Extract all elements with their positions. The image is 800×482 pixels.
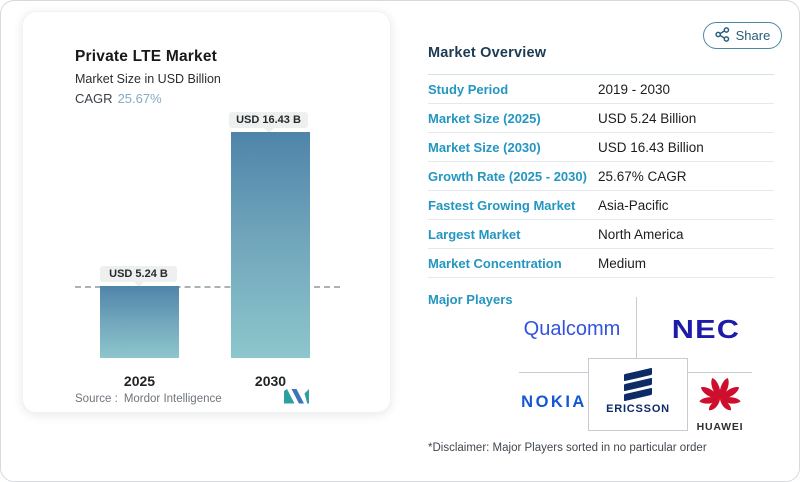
bar-value-label-2030: USD 16.43 B [229, 112, 308, 133]
chart-header: Private LTE Market Market Size in USD Bi… [75, 48, 221, 106]
table-row: Market Concentration Medium [428, 249, 774, 278]
logo-grid-vertical-divider [636, 297, 637, 359]
qualcomm-logo: Qualcomm [523, 318, 621, 340]
bar-value-label-2025: USD 5.24 B [100, 266, 177, 287]
row-value: 2019 - 2030 [598, 81, 671, 97]
chart-card: Private LTE Market Market Size in USD Bi… [22, 11, 391, 413]
row-value: Asia-Pacific [598, 197, 669, 213]
nokia-logo: NOKIA [521, 393, 587, 411]
cagr-value: 25.67% [117, 91, 162, 106]
row-label: Market Size (2030) [428, 139, 541, 155]
disclaimer-text: *Disclaimer: Major Players sorted in no … [428, 442, 707, 454]
row-label: Study Period [428, 81, 509, 97]
cagr-line: CAGR 25.67% [75, 91, 221, 106]
ericsson-logo-text: ERICSSON [606, 403, 670, 415]
overview-table: Study Period 2019 - 2030 Market Size (20… [428, 75, 774, 278]
table-row: Study Period 2019 - 2030 [428, 75, 774, 104]
table-row: Market Size (2025) USD 5.24 Billion [428, 104, 774, 133]
major-players-label: Major Players [428, 292, 513, 307]
share-button-label: Share [735, 28, 771, 43]
ericsson-logo: ERICSSON [588, 358, 688, 431]
logo-grid-horizontal-divider-left [519, 372, 588, 373]
chart-title: Private LTE Market [75, 48, 218, 65]
overview-heading: Market Overview [428, 45, 547, 61]
huawei-flower-icon [694, 378, 746, 419]
row-value: USD 5.24 Billion [598, 110, 697, 126]
huawei-logo: HUAWEI [689, 373, 751, 433]
row-label: Fastest Growing Market [428, 197, 576, 213]
table-row: Growth Rate (2025 - 2030) 25.67% CAGR [428, 162, 774, 191]
nec-logo-text: NEC [671, 314, 741, 344]
share-button[interactable]: Share [703, 22, 782, 49]
bar-2030 [231, 132, 310, 358]
source-value: Mordor Intelligence [123, 393, 222, 405]
table-row: Fastest Growing Market Asia-Pacific [428, 191, 774, 220]
row-label: Largest Market [428, 226, 521, 242]
x-axis-label-2025: 2025 [123, 373, 156, 389]
table-row: Largest Market North America [428, 220, 774, 249]
row-value: North America [598, 226, 684, 242]
row-label: Market Concentration [428, 255, 562, 271]
mordor-intelligence-logo-icon [284, 389, 309, 409]
logo-grid-horizontal-divider-right [688, 372, 752, 373]
share-icon [714, 26, 730, 45]
source-label: Source : [75, 393, 118, 405]
market-overview-panel: Share Market Overview Study Period 2019 … [428, 1, 782, 481]
chart-subtitle: Market Size in USD Billion [75, 72, 221, 86]
source-row: Source : Mordor Intelligence [75, 393, 222, 405]
heading-divider [428, 74, 774, 75]
row-value: 25.67% CAGR [598, 168, 687, 184]
baseline-dashed-line [75, 286, 340, 288]
nec-logo: NEC [644, 314, 768, 345]
row-value: Medium [598, 255, 647, 271]
row-label: Growth Rate (2025 - 2030) [428, 168, 587, 184]
cagr-label: CAGR [75, 91, 113, 106]
x-axis-label-2030: 2030 [254, 373, 287, 389]
table-row: Market Size (2030) USD 16.43 Billion [428, 133, 774, 162]
row-label: Market Size (2025) [428, 110, 541, 126]
row-value: USD 16.43 Billion [598, 139, 704, 155]
huawei-logo-text: HUAWEI [696, 421, 744, 433]
bar-2025 [100, 286, 179, 358]
